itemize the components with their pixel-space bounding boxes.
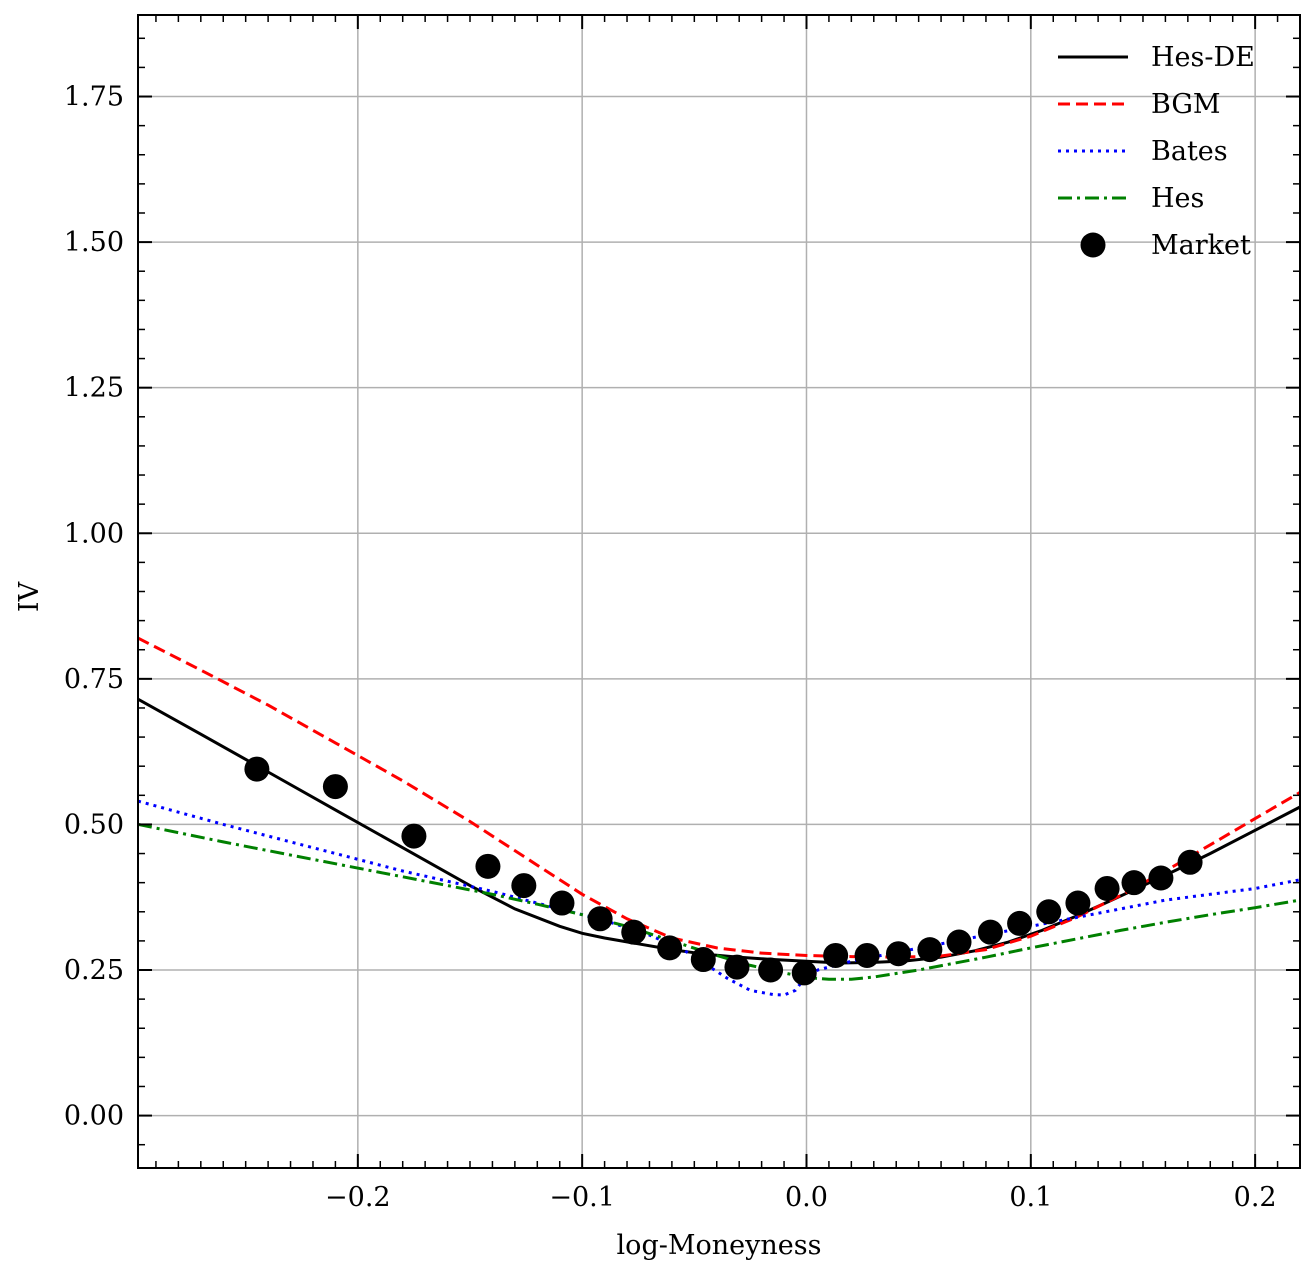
legend-label-bgm: BGM bbox=[1151, 89, 1221, 120]
market-point bbox=[791, 960, 817, 986]
x-axis-label: log-Moneyness bbox=[617, 1230, 822, 1261]
plot-frame bbox=[137, 14, 1301, 1169]
x-tick-label: −0.2 bbox=[325, 1182, 391, 1213]
market-point bbox=[1007, 910, 1033, 936]
market-point bbox=[1065, 890, 1091, 916]
legend-label-market: Market bbox=[1151, 230, 1251, 261]
market-point bbox=[690, 947, 716, 973]
series-line-hes bbox=[138, 822, 1300, 981]
market-point bbox=[1121, 870, 1147, 896]
x-tick-label: −0.1 bbox=[549, 1182, 615, 1213]
market-point bbox=[1148, 865, 1174, 891]
y-tick-label: 0.25 bbox=[64, 955, 124, 986]
axis-ticks bbox=[138, 15, 1301, 1168]
y-tick-label: 0.50 bbox=[64, 809, 124, 840]
series-line-hes-de bbox=[138, 697, 1300, 965]
y-tick-label: 1.75 bbox=[64, 82, 124, 113]
y-axis-label: IV bbox=[14, 581, 45, 612]
market-point bbox=[657, 935, 683, 961]
y-tick-label: 1.50 bbox=[64, 227, 124, 258]
market-point bbox=[401, 823, 427, 849]
x-tick-labels: −0.2 −0.1 0.0 0.1 0.2 bbox=[325, 1182, 1277, 1213]
y-tick-labels: 0.00 0.25 0.50 0.75 1.00 1.25 1.50 1.75 bbox=[64, 82, 124, 1132]
market-point bbox=[885, 941, 911, 967]
market-point bbox=[1094, 875, 1120, 901]
grid-lines bbox=[138, 15, 1300, 1168]
y-tick-label: 0.00 bbox=[64, 1101, 124, 1132]
market-point bbox=[823, 942, 849, 968]
series-line-bates bbox=[138, 799, 1300, 997]
market-point bbox=[621, 919, 647, 945]
market-point bbox=[1036, 899, 1062, 925]
y-tick-label: 1.00 bbox=[64, 518, 124, 549]
market-point bbox=[1177, 849, 1203, 875]
y-tick-label: 0.75 bbox=[64, 664, 124, 695]
legend-marker-market bbox=[1080, 232, 1106, 258]
market-point bbox=[322, 774, 348, 800]
plot-area bbox=[138, 636, 1300, 997]
market-point bbox=[854, 942, 880, 968]
market-point bbox=[511, 873, 537, 899]
market-point bbox=[475, 853, 501, 879]
market-point bbox=[758, 957, 784, 983]
x-tick-label: 0.0 bbox=[785, 1182, 828, 1213]
legend-label-hes-de: Hes-DE bbox=[1151, 42, 1255, 73]
market-point bbox=[244, 756, 270, 782]
y-tick-label: 1.25 bbox=[64, 373, 124, 404]
legend-label-bates: Bates bbox=[1151, 136, 1228, 167]
market-point bbox=[977, 919, 1003, 945]
x-tick-label: 0.2 bbox=[1234, 1182, 1277, 1213]
market-point bbox=[917, 937, 943, 963]
market-point bbox=[724, 954, 750, 980]
legend-label-hes: Hes bbox=[1151, 183, 1204, 214]
market-point bbox=[549, 890, 575, 916]
x-tick-label: 0.1 bbox=[1009, 1182, 1052, 1213]
market-point bbox=[587, 906, 613, 932]
market-point bbox=[946, 929, 972, 955]
legend: Hes-DE BGM Bates Hes Market bbox=[1058, 42, 1255, 261]
